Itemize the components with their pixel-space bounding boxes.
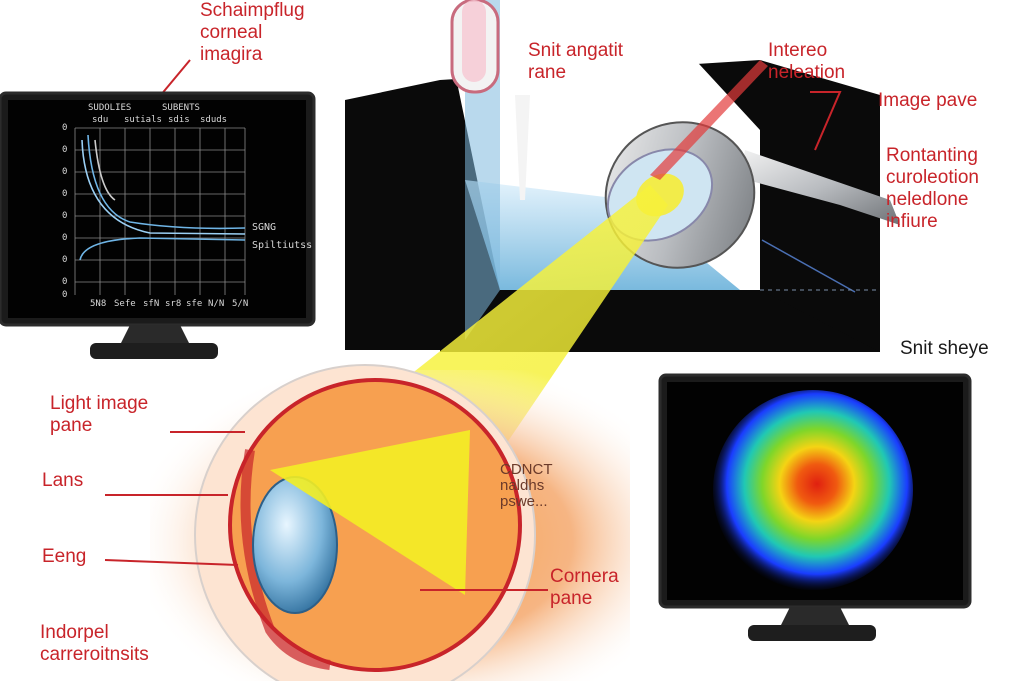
graph-legend-1: SGNG bbox=[252, 222, 277, 233]
x-tick: sfN bbox=[143, 299, 160, 309]
y-tick: 0 bbox=[62, 233, 68, 243]
y-tick: 0 bbox=[62, 255, 68, 265]
label-image-plane: Image pave bbox=[878, 90, 978, 111]
label-contact: CDNCT naldhs pswe... bbox=[500, 461, 553, 510]
measurement-arrow bbox=[761, 239, 856, 293]
graph-legend-2: Spiltiutss bbox=[252, 240, 313, 251]
y-tick: 0 bbox=[62, 189, 68, 199]
graph-header-right: SUBENTS bbox=[162, 103, 200, 113]
stage-left-block bbox=[345, 80, 440, 350]
heatmap-monitor bbox=[658, 373, 972, 641]
graph-subheader-4: sduds bbox=[200, 115, 228, 125]
label-interest: Intereo neleation bbox=[768, 40, 846, 83]
x-tick: N/N bbox=[208, 299, 225, 309]
graph-curves bbox=[79, 134, 246, 261]
label-eeng: Eeng bbox=[42, 546, 87, 567]
label-lens: Lans bbox=[42, 470, 84, 491]
label-light-image: Light image pane bbox=[50, 393, 149, 436]
graph-subheader-1: sdu bbox=[92, 115, 109, 125]
label-slit-angle: Snit angatit rane bbox=[528, 40, 624, 83]
x-tick: 5/N bbox=[232, 299, 249, 309]
graph-monitor bbox=[0, 91, 316, 359]
graph-header-left: SUDOLIES bbox=[88, 103, 132, 113]
eye-cross-section bbox=[150, 364, 630, 681]
red-laser bbox=[650, 60, 768, 180]
y-tick: 0 bbox=[62, 145, 68, 155]
y-tick: 0 bbox=[62, 277, 68, 287]
x-tick: sfe bbox=[186, 299, 203, 309]
y-tick: 0 bbox=[62, 290, 68, 300]
y-tick: 0 bbox=[62, 167, 68, 177]
corneal-heatmap bbox=[713, 390, 913, 590]
y-tick: 0 bbox=[62, 211, 68, 221]
leader-lines bbox=[104, 59, 842, 591]
graph-grid bbox=[74, 127, 246, 295]
x-tick: Sefe bbox=[114, 299, 136, 309]
x-tick: 5N8 bbox=[90, 299, 107, 309]
graph-subheader-2: sutials bbox=[124, 115, 162, 125]
label-cornea: Cornera pane bbox=[550, 566, 619, 609]
label-indorpel: Indorpel carreroitnsits bbox=[40, 622, 149, 665]
label-slit-eye: Snit sheye bbox=[900, 338, 989, 359]
y-tick: 0 bbox=[62, 123, 68, 133]
x-tick: sr8 bbox=[165, 299, 182, 309]
label-rotating: Rontanting curoleotion neledlone infiure bbox=[886, 145, 979, 232]
graph-subheader-3: sdis bbox=[168, 115, 190, 125]
label-scheimpflug: Schaimpflug corneal imagira bbox=[200, 0, 305, 65]
